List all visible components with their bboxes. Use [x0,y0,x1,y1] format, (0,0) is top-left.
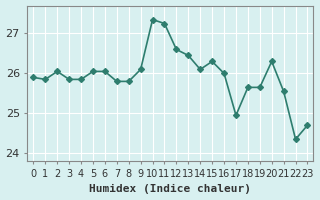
X-axis label: Humidex (Indice chaleur): Humidex (Indice chaleur) [89,184,252,194]
